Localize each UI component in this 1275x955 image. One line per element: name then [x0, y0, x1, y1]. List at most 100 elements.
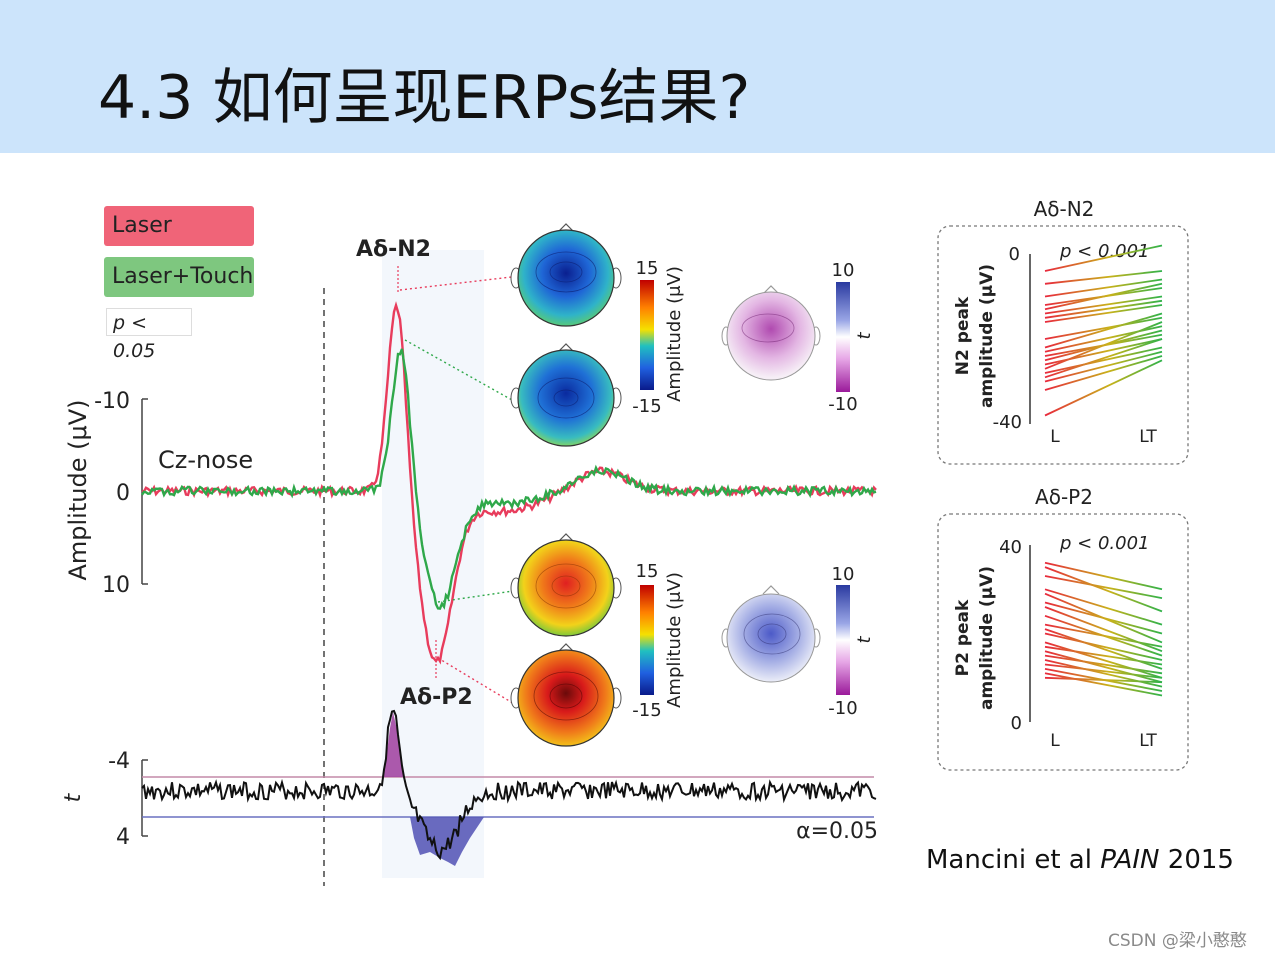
slide-title: 4.3 如何呈现ERPs结果?	[98, 63, 751, 133]
t-ylabel: t	[61, 792, 86, 802]
cb-amp-p2-label: Amplitude (μV)	[664, 572, 685, 708]
alpha-label: α=0.05	[796, 819, 878, 844]
n2-pvalue: p < 0.001	[1059, 241, 1149, 262]
p2-subject-line	[1044, 566, 1163, 613]
n2-subject-line	[1044, 304, 1163, 323]
topomap-p2-laser-touch	[510, 533, 622, 637]
p2-subject-lines	[1044, 561, 1163, 697]
p2-ylabel-line1: P2 peak	[953, 599, 973, 676]
p2-subject-line	[1044, 663, 1163, 679]
legend-laser-touch: Laser+Touch	[104, 257, 254, 297]
p2-subject-line	[1044, 588, 1163, 626]
p2-xtick-l: L	[1050, 731, 1060, 751]
topomap-n2-laser	[510, 223, 622, 327]
n2-ytick-0: 0	[1009, 244, 1020, 265]
citation-authors: Mancini et al	[926, 845, 1101, 875]
erp-ytick-neg10: -10	[94, 389, 130, 414]
p2-subject-line	[1044, 645, 1163, 666]
t-ytick-4: 4	[116, 825, 130, 850]
cb-amp-n2-min: -15	[632, 396, 661, 417]
n2-subject-line	[1044, 299, 1163, 319]
cb-t-p2-label: t	[854, 636, 875, 644]
p2-subject-line	[1044, 601, 1163, 635]
p2-xtick-lt: LT	[1139, 731, 1157, 751]
colorbar-amplitude-n2	[640, 280, 654, 390]
topomap-n2-laser-touch	[510, 343, 622, 447]
citation: Mancini et al PAIN 2015	[926, 845, 1234, 875]
n2-panel-frame	[937, 225, 1189, 465]
n2-subject-lines	[1044, 244, 1163, 417]
cb-amp-n2-label: Amplitude (μV)	[664, 266, 685, 402]
cb-amp-p2-max: 15	[636, 561, 659, 582]
legend-laser-touch-label: Laser+Touch	[112, 264, 254, 289]
citation-journal: PAIN	[1100, 845, 1160, 875]
p2-ytick-0: 0	[1011, 713, 1022, 734]
n2-subject-line	[1044, 321, 1163, 370]
p2-pvalue: p < 0.001	[1059, 533, 1149, 554]
n2-subject-line	[1044, 282, 1163, 311]
time-window-band	[382, 250, 484, 878]
erp-ylabel: Amplitude (μV)	[64, 399, 92, 580]
n2-subject-line	[1044, 355, 1163, 391]
cb-amp-n2-max: 15	[636, 258, 659, 279]
colorbar-amplitude-p2	[640, 585, 654, 695]
legend-laser: Laser	[104, 206, 254, 246]
colorbar-t-p2	[836, 585, 850, 695]
cb-t-n2-label: t	[854, 332, 875, 340]
cb-t-p2-max: 10	[832, 564, 855, 585]
p2-ytick-40: 40	[999, 537, 1022, 558]
p2-panel-frame	[937, 513, 1189, 771]
cb-t-n2-max: 10	[832, 260, 855, 281]
n2-subject-line	[1044, 244, 1163, 272]
t-ytick-neg4: -4	[108, 749, 130, 774]
p2-subject-line	[1044, 623, 1163, 648]
p2-subject-line	[1044, 641, 1163, 679]
p2-panel-title: Aδ-P2	[1035, 485, 1093, 509]
title-bar	[0, 0, 1275, 153]
n2-ylabel-line2: amplitude (μV)	[977, 264, 997, 408]
n2-subject-line	[1044, 359, 1163, 417]
topomap-t-n2	[721, 285, 821, 381]
peak-label-p2: Aδ-P2	[400, 685, 473, 710]
n2-xtick-l: L	[1050, 427, 1060, 447]
topomap-t-p2	[721, 585, 821, 683]
n2-subject-line	[1044, 312, 1163, 349]
legend-laser-label: Laser	[112, 213, 172, 238]
p2-subject-line	[1044, 676, 1163, 684]
t-trace	[141, 709, 877, 861]
erp-trace-label: Cz-nose	[158, 446, 253, 474]
n2-panel-title: Aδ-N2	[1034, 197, 1095, 221]
n2-subject-line	[1044, 316, 1163, 340]
p2-subject-line	[1044, 632, 1163, 661]
cb-amp-p2-min: -15	[632, 700, 661, 721]
laser-touch-trace	[140, 348, 877, 610]
erp-ytick-10: 10	[102, 573, 130, 598]
n2-subject-line	[1044, 346, 1163, 374]
p2-subject-line	[1044, 575, 1163, 599]
p2-ylabel-line2: amplitude (μV)	[977, 566, 997, 710]
t-y-axis	[141, 759, 148, 837]
citation-year: 2015	[1159, 845, 1234, 875]
cb-t-n2-min: -10	[828, 394, 857, 415]
watermark: CSDN @梁小憨憨	[1108, 931, 1247, 951]
erp-ytick-0: 0	[116, 481, 130, 506]
n2-ylabel-line1: N2 peak	[953, 296, 973, 375]
n2-significant-cluster	[382, 712, 404, 777]
p2-subject-line	[1044, 672, 1163, 697]
peak-label-n2: Aδ-N2	[356, 237, 431, 262]
n2-ytick-neg40: -40	[993, 412, 1022, 433]
p2-subject-line	[1044, 654, 1163, 675]
cb-t-p2-min: -10	[828, 698, 857, 719]
p2-subject-line	[1044, 561, 1163, 591]
n2-subject-line	[1044, 338, 1163, 379]
n2-subject-line	[1044, 350, 1163, 383]
n2-subject-line	[1044, 270, 1163, 285]
legend-pvalue: p < 0.05	[106, 308, 192, 362]
topomap-connectors	[399, 275, 521, 706]
colorbar-t-n2	[836, 282, 850, 392]
n2-subject-line	[1044, 295, 1163, 315]
n2-subject-line	[1044, 278, 1163, 298]
topomap-p2-laser	[510, 643, 622, 747]
p2-subject-line	[1044, 650, 1163, 684]
